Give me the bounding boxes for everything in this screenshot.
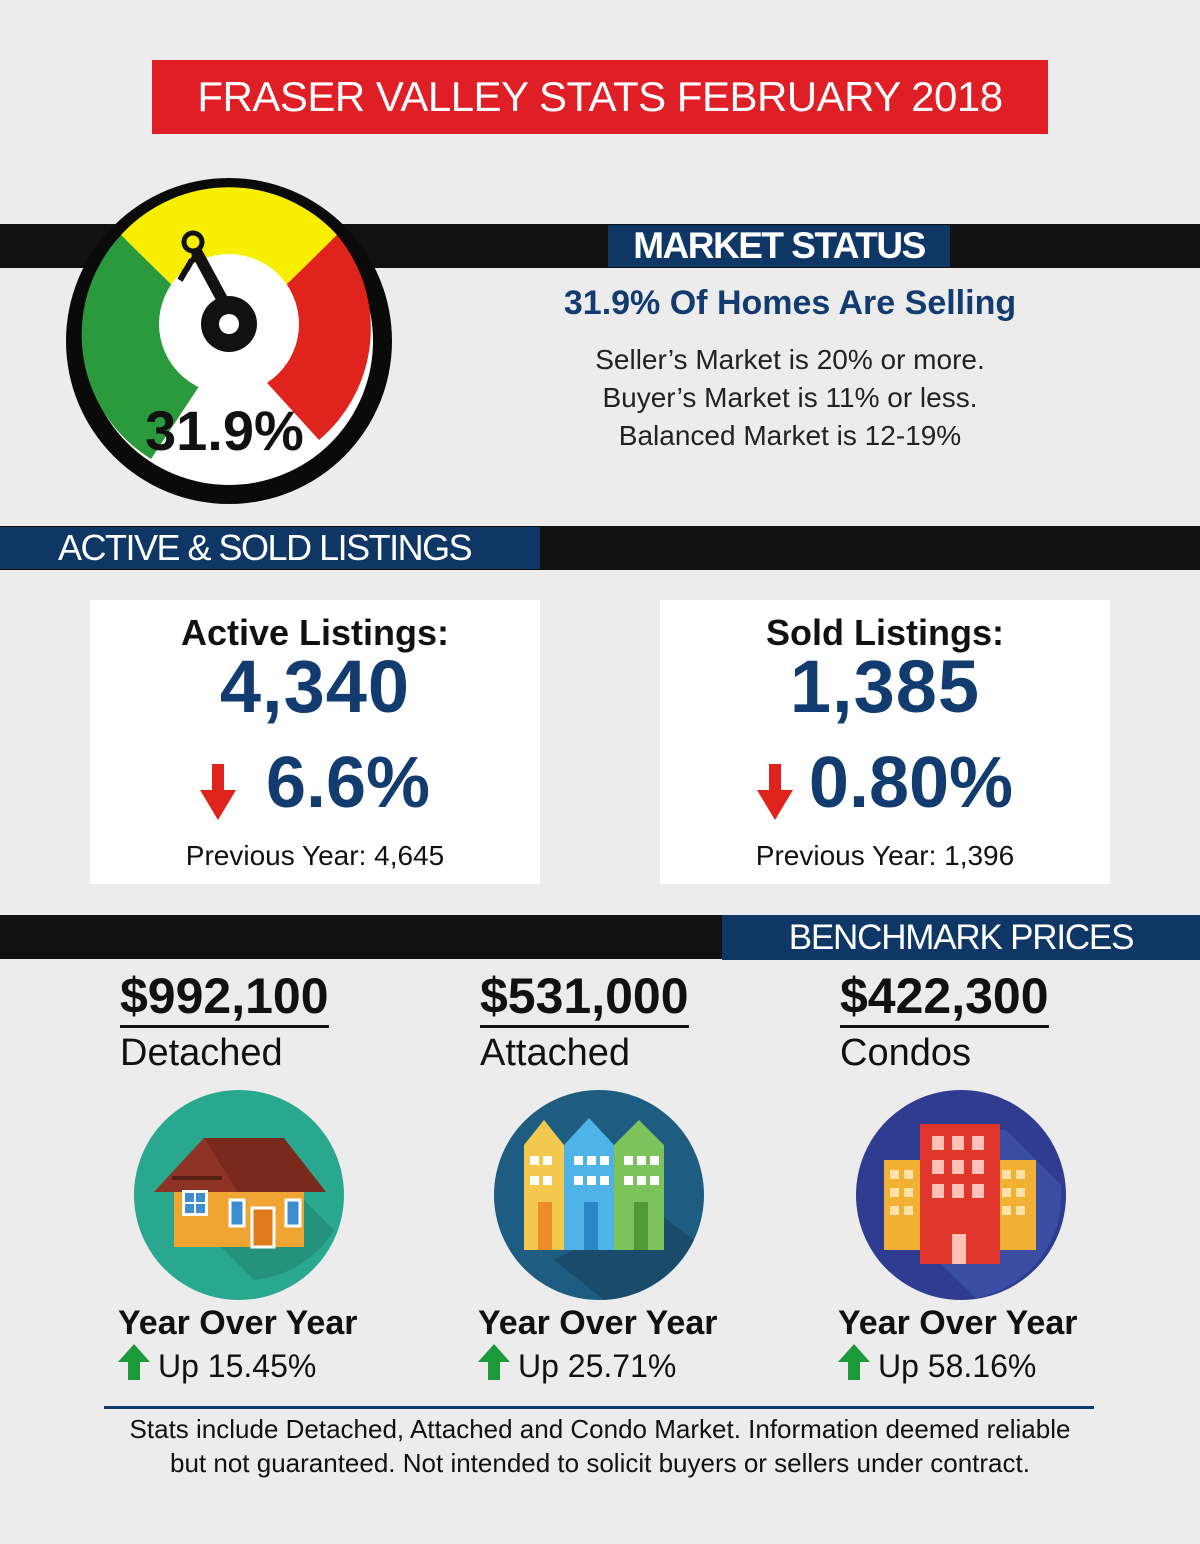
benchmark-condos: $422,300 Condos	[840, 970, 1049, 1075]
arrow-up-icon	[478, 1344, 510, 1388]
sold-listings-card: Sold Listings: 1,385 0.80% Previous Year…	[660, 600, 1110, 884]
condo-building-icon	[856, 1090, 1066, 1305]
active-listings-change: 6.6%	[265, 743, 431, 823]
market-status-headline: 31.9% Of Homes Are Selling	[563, 284, 1017, 322]
detached-price: $992,100	[120, 970, 329, 1028]
attached-label: Attached	[480, 1031, 630, 1074]
attached-yoy-label: Year Over Year	[478, 1304, 718, 1342]
disclaimer-line-2: but not guaranteed. Not intended to soli…	[170, 1448, 1030, 1478]
detached-change: Up 15.45%	[158, 1347, 317, 1384]
gauge-value: 31.9%	[145, 399, 304, 462]
attached-change: Up 25.71%	[518, 1347, 677, 1384]
active-listings-previous: Previous Year: 4,645	[185, 840, 445, 871]
benchmark-attached: $531,000 Attached	[480, 970, 689, 1075]
benchmark-detached: $992,100 Detached	[120, 970, 329, 1075]
arrow-up-icon	[838, 1344, 870, 1388]
sold-listings-previous: Previous Year: 1,396	[755, 840, 1015, 871]
sold-listings-label: Sold Listings:	[766, 612, 1004, 653]
market-status-tag: MARKET STATUS	[608, 225, 950, 267]
detached-yoy-label: Year Over Year	[118, 1304, 358, 1342]
attached-price: $531,000	[480, 970, 689, 1028]
market-gauge	[66, 178, 392, 504]
townhouse-icon	[494, 1090, 704, 1305]
benchmark-tag: BENCHMARK PRICES	[722, 915, 1200, 960]
condos-change: Up 58.16%	[878, 1347, 1037, 1384]
arrow-down-icon	[756, 755, 793, 820]
condos-label: Condos	[840, 1031, 971, 1074]
balanced-market-note: Balanced Market is 12-19%	[618, 420, 962, 451]
gauge-green-segment	[81, 235, 229, 459]
listings-tag: ACTIVE & SOLD LISTINGS	[0, 527, 540, 569]
active-listings-card: Active Listings: 4,340 6.6% Previous Yea…	[90, 600, 540, 884]
sellers-market-note: Seller’s Market is 20% or more.	[595, 344, 985, 375]
sold-listings-value: 1,385	[789, 645, 981, 728]
active-listings-label: Active Listings:	[180, 612, 450, 653]
detached-label: Detached	[120, 1031, 283, 1074]
gauge-dial	[66, 178, 392, 504]
active-listings-value: 4,340	[219, 645, 411, 728]
key-icon	[177, 230, 257, 352]
condos-yoy-label: Year Over Year	[838, 1304, 1078, 1342]
sold-listings-change: 0.80%	[808, 743, 1014, 823]
arrow-down-icon	[199, 755, 236, 820]
footer-divider	[104, 1406, 1094, 1409]
page-title: FRASER VALLEY STATS FEBRUARY 2018	[152, 60, 1048, 134]
house-icon	[134, 1090, 344, 1305]
condos-price: $422,300	[840, 970, 1049, 1028]
gauge-red-segment	[229, 235, 371, 440]
buyers-market-note: Buyer’s Market is 11% or less.	[602, 382, 978, 413]
disclaimer-line-1: Stats include Detached, Attached and Con…	[129, 1414, 1071, 1444]
arrow-up-icon	[118, 1344, 150, 1388]
